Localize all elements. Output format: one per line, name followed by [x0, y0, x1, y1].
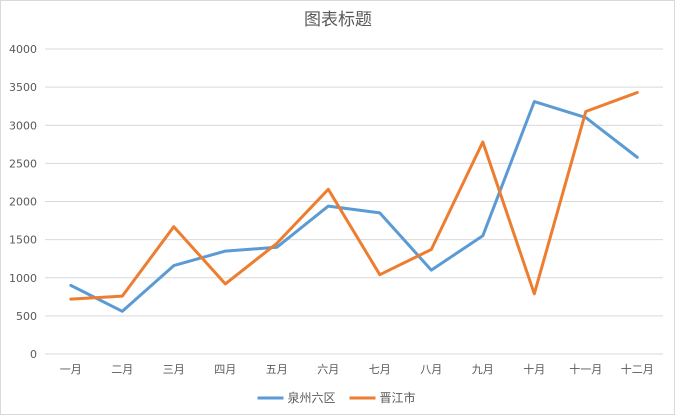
gridlines	[45, 48, 663, 355]
y-tick-label: 0	[30, 348, 37, 361]
x-tick-label: 二月	[111, 363, 133, 376]
legend-item-0: 泉州六区	[257, 391, 336, 405]
y-axis-tick-labels: 0 500 1000 1500 2000 2500 3000 3500 4000	[9, 43, 37, 361]
series-line-1	[69, 91, 639, 301]
y-tick-label: 1000	[9, 272, 37, 285]
y-tick-label: 500	[16, 310, 37, 323]
x-tick-label: 五月	[266, 363, 288, 376]
x-tick-label: 一月	[60, 363, 82, 376]
y-tick-label: 2500	[9, 157, 37, 170]
x-tick-label: 七月	[369, 363, 391, 376]
legend-label: 晋江市	[380, 390, 416, 405]
x-tick-label: 十月	[523, 362, 545, 376]
series-line-0	[69, 100, 639, 313]
x-tick-label: 八月	[420, 363, 442, 376]
y-tick-label: 3000	[9, 119, 37, 132]
y-tick-label: 1500	[9, 234, 37, 247]
x-tick-label: 十一月	[569, 362, 602, 376]
x-tick-label: 十二月	[621, 362, 654, 376]
x-tick-label: 六月	[317, 363, 339, 376]
x-tick-label: 四月	[214, 363, 236, 376]
y-tick-label: 4000	[9, 43, 37, 56]
x-tick-label: 九月	[472, 363, 494, 376]
series-lines	[69, 91, 639, 313]
y-tick-label: 3500	[9, 81, 37, 94]
legend-item-1: 晋江市	[349, 390, 416, 405]
x-tick-label: 三月	[163, 363, 185, 376]
x-axis-tick-labels: 一月 二月 三月 四月 五月 六月 七月 八月 九月 十月 十一月 十二月	[60, 362, 654, 376]
y-tick-label: 2000	[9, 196, 37, 209]
chart-title: 图表标题	[304, 10, 372, 30]
legend: 泉州六区 晋江市	[257, 390, 416, 405]
legend-label: 泉州六区	[288, 391, 336, 405]
